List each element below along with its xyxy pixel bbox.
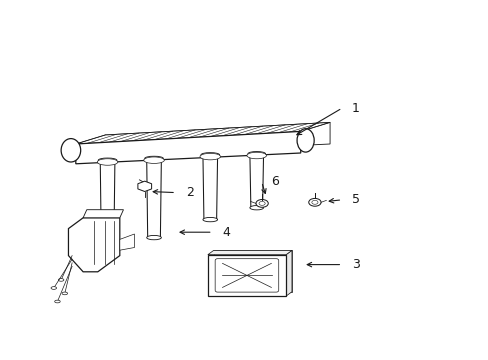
Ellipse shape [201, 153, 219, 157]
Ellipse shape [308, 198, 321, 206]
Polygon shape [105, 122, 329, 155]
Ellipse shape [144, 156, 163, 161]
Text: 3: 3 [351, 258, 359, 271]
Ellipse shape [200, 153, 220, 160]
Text: 4: 4 [222, 226, 230, 239]
Polygon shape [203, 155, 217, 220]
Ellipse shape [58, 279, 64, 281]
Polygon shape [120, 234, 134, 250]
Ellipse shape [247, 152, 265, 156]
Ellipse shape [55, 300, 60, 303]
Ellipse shape [143, 157, 164, 163]
Ellipse shape [255, 199, 268, 207]
Ellipse shape [100, 237, 115, 242]
Polygon shape [76, 122, 329, 144]
Ellipse shape [146, 235, 161, 240]
Text: 2: 2 [185, 186, 193, 199]
Ellipse shape [296, 129, 313, 152]
Ellipse shape [62, 292, 67, 295]
Ellipse shape [61, 139, 81, 162]
Ellipse shape [246, 152, 266, 159]
Ellipse shape [249, 206, 263, 210]
Text: 6: 6 [271, 175, 279, 188]
Polygon shape [100, 160, 115, 239]
Polygon shape [285, 251, 291, 296]
Polygon shape [207, 251, 291, 255]
Text: 5: 5 [351, 193, 359, 206]
Text: 1: 1 [351, 102, 359, 114]
FancyBboxPatch shape [215, 259, 278, 292]
Ellipse shape [259, 202, 264, 205]
Polygon shape [249, 154, 263, 208]
Ellipse shape [311, 201, 317, 204]
Polygon shape [68, 218, 120, 272]
Polygon shape [207, 255, 285, 296]
Ellipse shape [98, 158, 117, 162]
Ellipse shape [51, 287, 57, 289]
Polygon shape [146, 158, 161, 238]
Polygon shape [76, 131, 300, 164]
Polygon shape [213, 251, 291, 292]
Ellipse shape [97, 159, 118, 165]
Polygon shape [138, 181, 151, 192]
Ellipse shape [203, 217, 217, 222]
Polygon shape [83, 210, 123, 218]
